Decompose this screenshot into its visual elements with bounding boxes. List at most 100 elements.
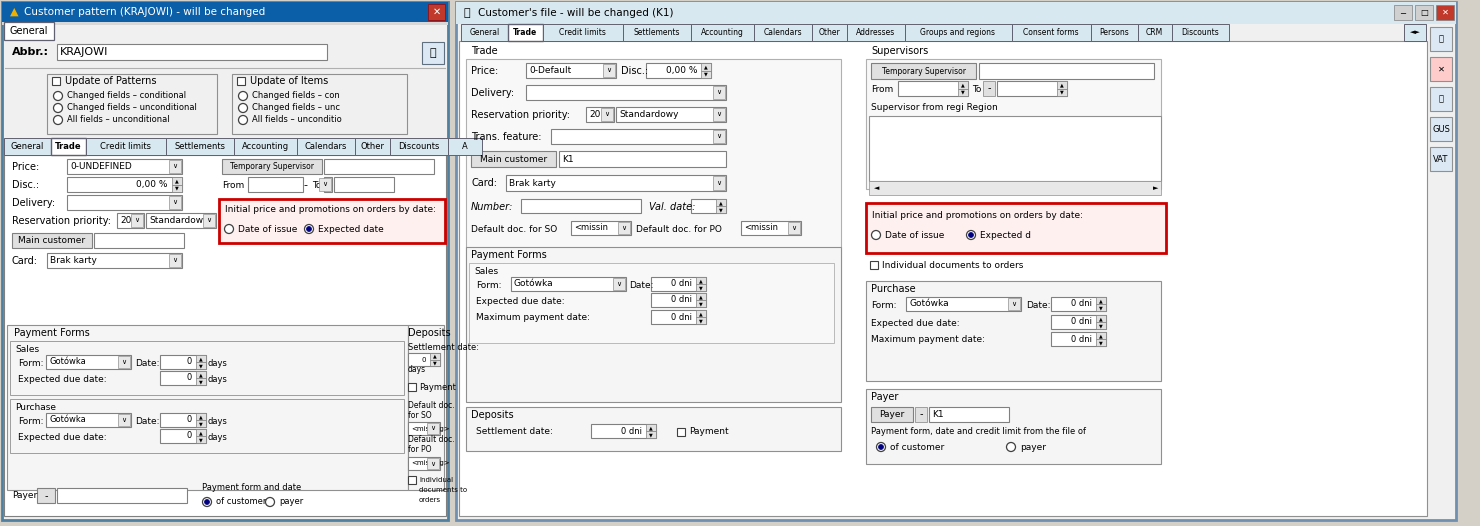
Bar xyxy=(460,24,508,41)
Text: Temporary Supervisor: Temporary Supervisor xyxy=(229,162,314,171)
Text: ▼: ▼ xyxy=(699,285,703,290)
Text: ◄►: ◄► xyxy=(1409,29,1421,35)
Text: Update of Patterns: Update of Patterns xyxy=(65,76,157,86)
Circle shape xyxy=(872,230,881,239)
Text: General: General xyxy=(10,142,44,151)
Text: Date:: Date: xyxy=(135,359,160,368)
Bar xyxy=(691,199,727,213)
Bar xyxy=(696,293,706,300)
Text: Initial price and promotions on orders by date:: Initial price and promotions on orders b… xyxy=(225,205,437,214)
Text: Expected due date:: Expected due date: xyxy=(872,319,959,328)
Text: Gotówka: Gotówka xyxy=(909,299,949,309)
Bar xyxy=(334,177,394,192)
Bar xyxy=(160,371,206,385)
Text: 🔒: 🔒 xyxy=(465,8,471,18)
Bar xyxy=(4,138,50,155)
Text: Price:: Price: xyxy=(471,66,499,76)
Text: ▲: ▲ xyxy=(961,82,965,87)
Text: ▲: ▲ xyxy=(1100,333,1103,338)
Text: Gotówka: Gotówka xyxy=(49,358,86,367)
Text: All fields – unconditio: All fields – unconditio xyxy=(252,116,342,125)
Text: Purchase: Purchase xyxy=(872,284,916,294)
Bar xyxy=(86,138,166,155)
Bar xyxy=(1051,332,1106,346)
Bar xyxy=(391,138,447,155)
Bar xyxy=(67,159,182,174)
Bar xyxy=(1,22,448,25)
Bar xyxy=(469,263,835,343)
Text: ∨: ∨ xyxy=(622,225,626,231)
Text: ∨: ∨ xyxy=(173,258,178,264)
Bar xyxy=(232,74,407,134)
Bar xyxy=(651,310,706,324)
Bar xyxy=(958,88,968,96)
Bar xyxy=(696,284,706,291)
Text: Settlement date:: Settlement date: xyxy=(408,342,480,351)
Text: From: From xyxy=(872,85,894,94)
Text: ▼: ▼ xyxy=(1100,323,1103,328)
Bar xyxy=(866,59,1160,189)
Bar xyxy=(613,278,625,290)
Text: Addresses: Addresses xyxy=(855,28,895,37)
Bar xyxy=(12,233,92,248)
Text: Card:: Card: xyxy=(471,178,497,188)
Text: ▲: ▲ xyxy=(719,200,722,205)
Text: To: To xyxy=(312,180,321,189)
Text: ▲: ▲ xyxy=(175,178,179,183)
Bar xyxy=(67,195,182,210)
Text: Form:: Form: xyxy=(872,300,897,309)
Text: <missin: <missin xyxy=(744,224,778,232)
Text: KRAJOWI: KRAJOWI xyxy=(61,47,108,57)
Bar xyxy=(37,488,55,503)
Circle shape xyxy=(879,444,884,450)
Text: Gotówka: Gotówka xyxy=(49,416,86,424)
Bar xyxy=(696,300,706,307)
Bar xyxy=(195,420,206,427)
Bar xyxy=(591,424,656,438)
Text: GUS: GUS xyxy=(1433,125,1450,134)
Text: A: A xyxy=(462,142,468,151)
Bar xyxy=(651,293,706,307)
Text: -: - xyxy=(303,180,306,190)
Bar xyxy=(118,356,130,368)
Text: 0 dni: 0 dni xyxy=(1072,299,1092,309)
Bar xyxy=(355,138,391,155)
Bar xyxy=(702,63,710,70)
Bar xyxy=(431,353,440,359)
Bar xyxy=(10,399,404,453)
Text: Payment form and date: Payment form and date xyxy=(201,483,302,492)
Bar xyxy=(428,458,440,469)
Text: ▲: ▲ xyxy=(200,430,203,435)
Bar xyxy=(50,138,86,155)
Bar xyxy=(511,277,626,291)
Bar xyxy=(195,378,206,385)
Bar xyxy=(506,175,727,191)
Text: ▼: ▼ xyxy=(175,186,179,191)
Text: ∨: ∨ xyxy=(716,112,722,117)
Text: Payer: Payer xyxy=(872,392,898,402)
Text: Accounting: Accounting xyxy=(702,28,744,37)
Circle shape xyxy=(53,104,62,113)
Bar xyxy=(7,325,408,490)
Bar xyxy=(616,107,727,122)
Text: Payment form, date and credit limit from the file of: Payment form, date and credit limit from… xyxy=(872,427,1086,436)
Bar xyxy=(4,22,53,40)
Bar xyxy=(716,206,727,213)
Bar xyxy=(898,81,968,96)
Text: ✕: ✕ xyxy=(434,7,441,17)
Text: ∨: ∨ xyxy=(431,460,435,467)
Text: 💾: 💾 xyxy=(429,48,437,58)
Bar xyxy=(195,371,206,378)
Text: Calendars: Calendars xyxy=(764,28,802,37)
Bar xyxy=(1,2,448,22)
Bar xyxy=(195,413,206,420)
Text: Date:: Date: xyxy=(135,417,160,426)
Text: Groups and regions: Groups and regions xyxy=(921,28,996,37)
Text: Date of issue: Date of issue xyxy=(238,225,297,234)
Bar xyxy=(10,341,404,395)
Text: -: - xyxy=(919,409,922,419)
Bar xyxy=(1008,298,1020,310)
Bar xyxy=(1394,5,1412,20)
Text: Brak karty: Brak karty xyxy=(509,178,556,187)
Bar xyxy=(324,177,332,192)
